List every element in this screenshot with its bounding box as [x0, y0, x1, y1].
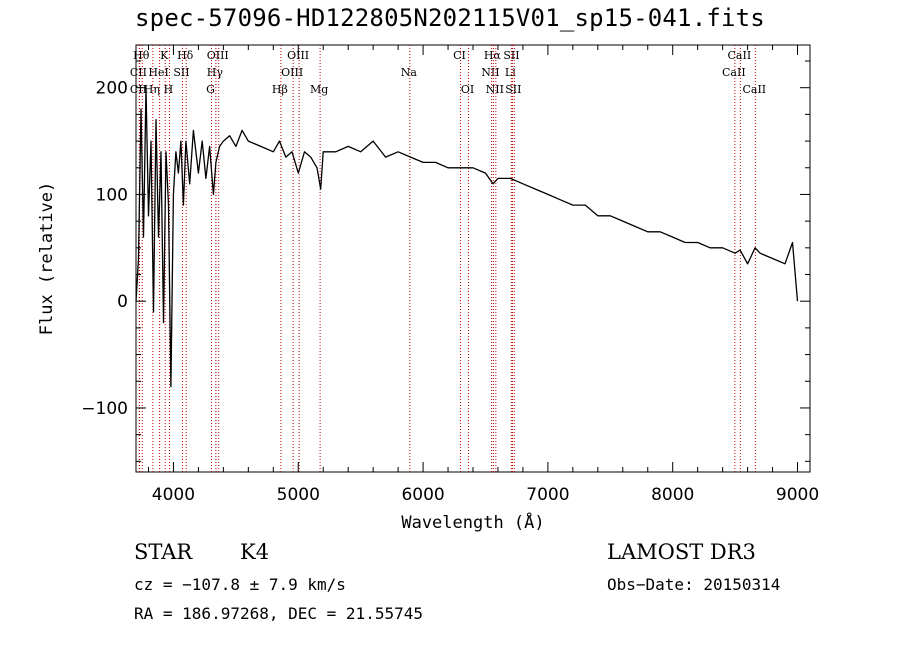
- line-label-h: H: [164, 83, 174, 96]
- line-label-caii: CaII: [742, 83, 766, 96]
- line-label-caii: CaII: [722, 66, 746, 79]
- x-tick-label: 9000: [776, 485, 819, 505]
- line-label-oiii: OIII: [207, 49, 229, 62]
- line-label-hθ: Hθ: [133, 49, 150, 62]
- line-label-caii: CaII: [728, 49, 752, 62]
- plot-frame: [135, 44, 811, 473]
- line-label-cii: CII: [130, 83, 147, 96]
- line-label-nii: NII: [481, 66, 499, 79]
- spectrum-line: [135, 87, 799, 388]
- x-axis-label: Wavelength (Å): [401, 511, 544, 533]
- line-label-hei: HeI: [148, 66, 168, 79]
- line-label-mg: Mg: [310, 83, 328, 96]
- line-label-oiii: OIII: [281, 66, 303, 79]
- line-label-g: G: [206, 83, 215, 96]
- y-tick-label: 0: [117, 292, 128, 312]
- line-label-sii: SII: [505, 83, 521, 96]
- chart-title: spec-57096-HD122805N202115V01_sp15-041.f…: [135, 4, 765, 32]
- coordinates-label: RA = 186.97268, DEC = 21.55745: [134, 604, 423, 623]
- line-label-hγ: Hγ: [207, 66, 224, 79]
- redshift-label: cz = −107.8 ± 7.9 km/s: [134, 575, 346, 594]
- line-label-cii: CII: [130, 66, 147, 79]
- line-label-hβ: Hβ: [272, 83, 288, 96]
- x-tick-label: 5000: [277, 485, 320, 505]
- x-tick-label: 6000: [401, 485, 444, 505]
- survey-label: LAMOST DR3: [607, 540, 756, 564]
- line-label-k: K: [160, 49, 169, 62]
- line-label-hα: Hα: [484, 49, 502, 62]
- x-tick-label: 4000: [152, 485, 195, 505]
- y-tick-label: 100: [96, 185, 128, 205]
- line-label-oi: OI: [461, 83, 474, 96]
- y-axis-label: Flux (relative): [37, 182, 57, 336]
- line-label-sii: SII: [173, 66, 189, 79]
- y-tick-label: −100: [81, 399, 128, 419]
- line-label-sii: SII: [503, 49, 519, 62]
- object-type: STAR: [134, 540, 193, 564]
- x-tick-label: 7000: [526, 485, 569, 505]
- y-tick-label: 200: [96, 79, 128, 99]
- x-tick-label: 8000: [651, 485, 694, 505]
- line-label-oiii: OIII: [287, 49, 309, 62]
- line-label-hδ: Hδ: [177, 49, 194, 62]
- line-label-ci: CI: [453, 49, 466, 62]
- line-label-hη: Hη: [144, 83, 160, 96]
- line-label-na: Na: [401, 66, 418, 79]
- line-label-nii: NII: [486, 83, 504, 96]
- line-label-li: Li: [505, 66, 516, 79]
- subclass: K4: [240, 540, 270, 564]
- obs-date-label: Obs−Date: 20150314: [607, 575, 781, 594]
